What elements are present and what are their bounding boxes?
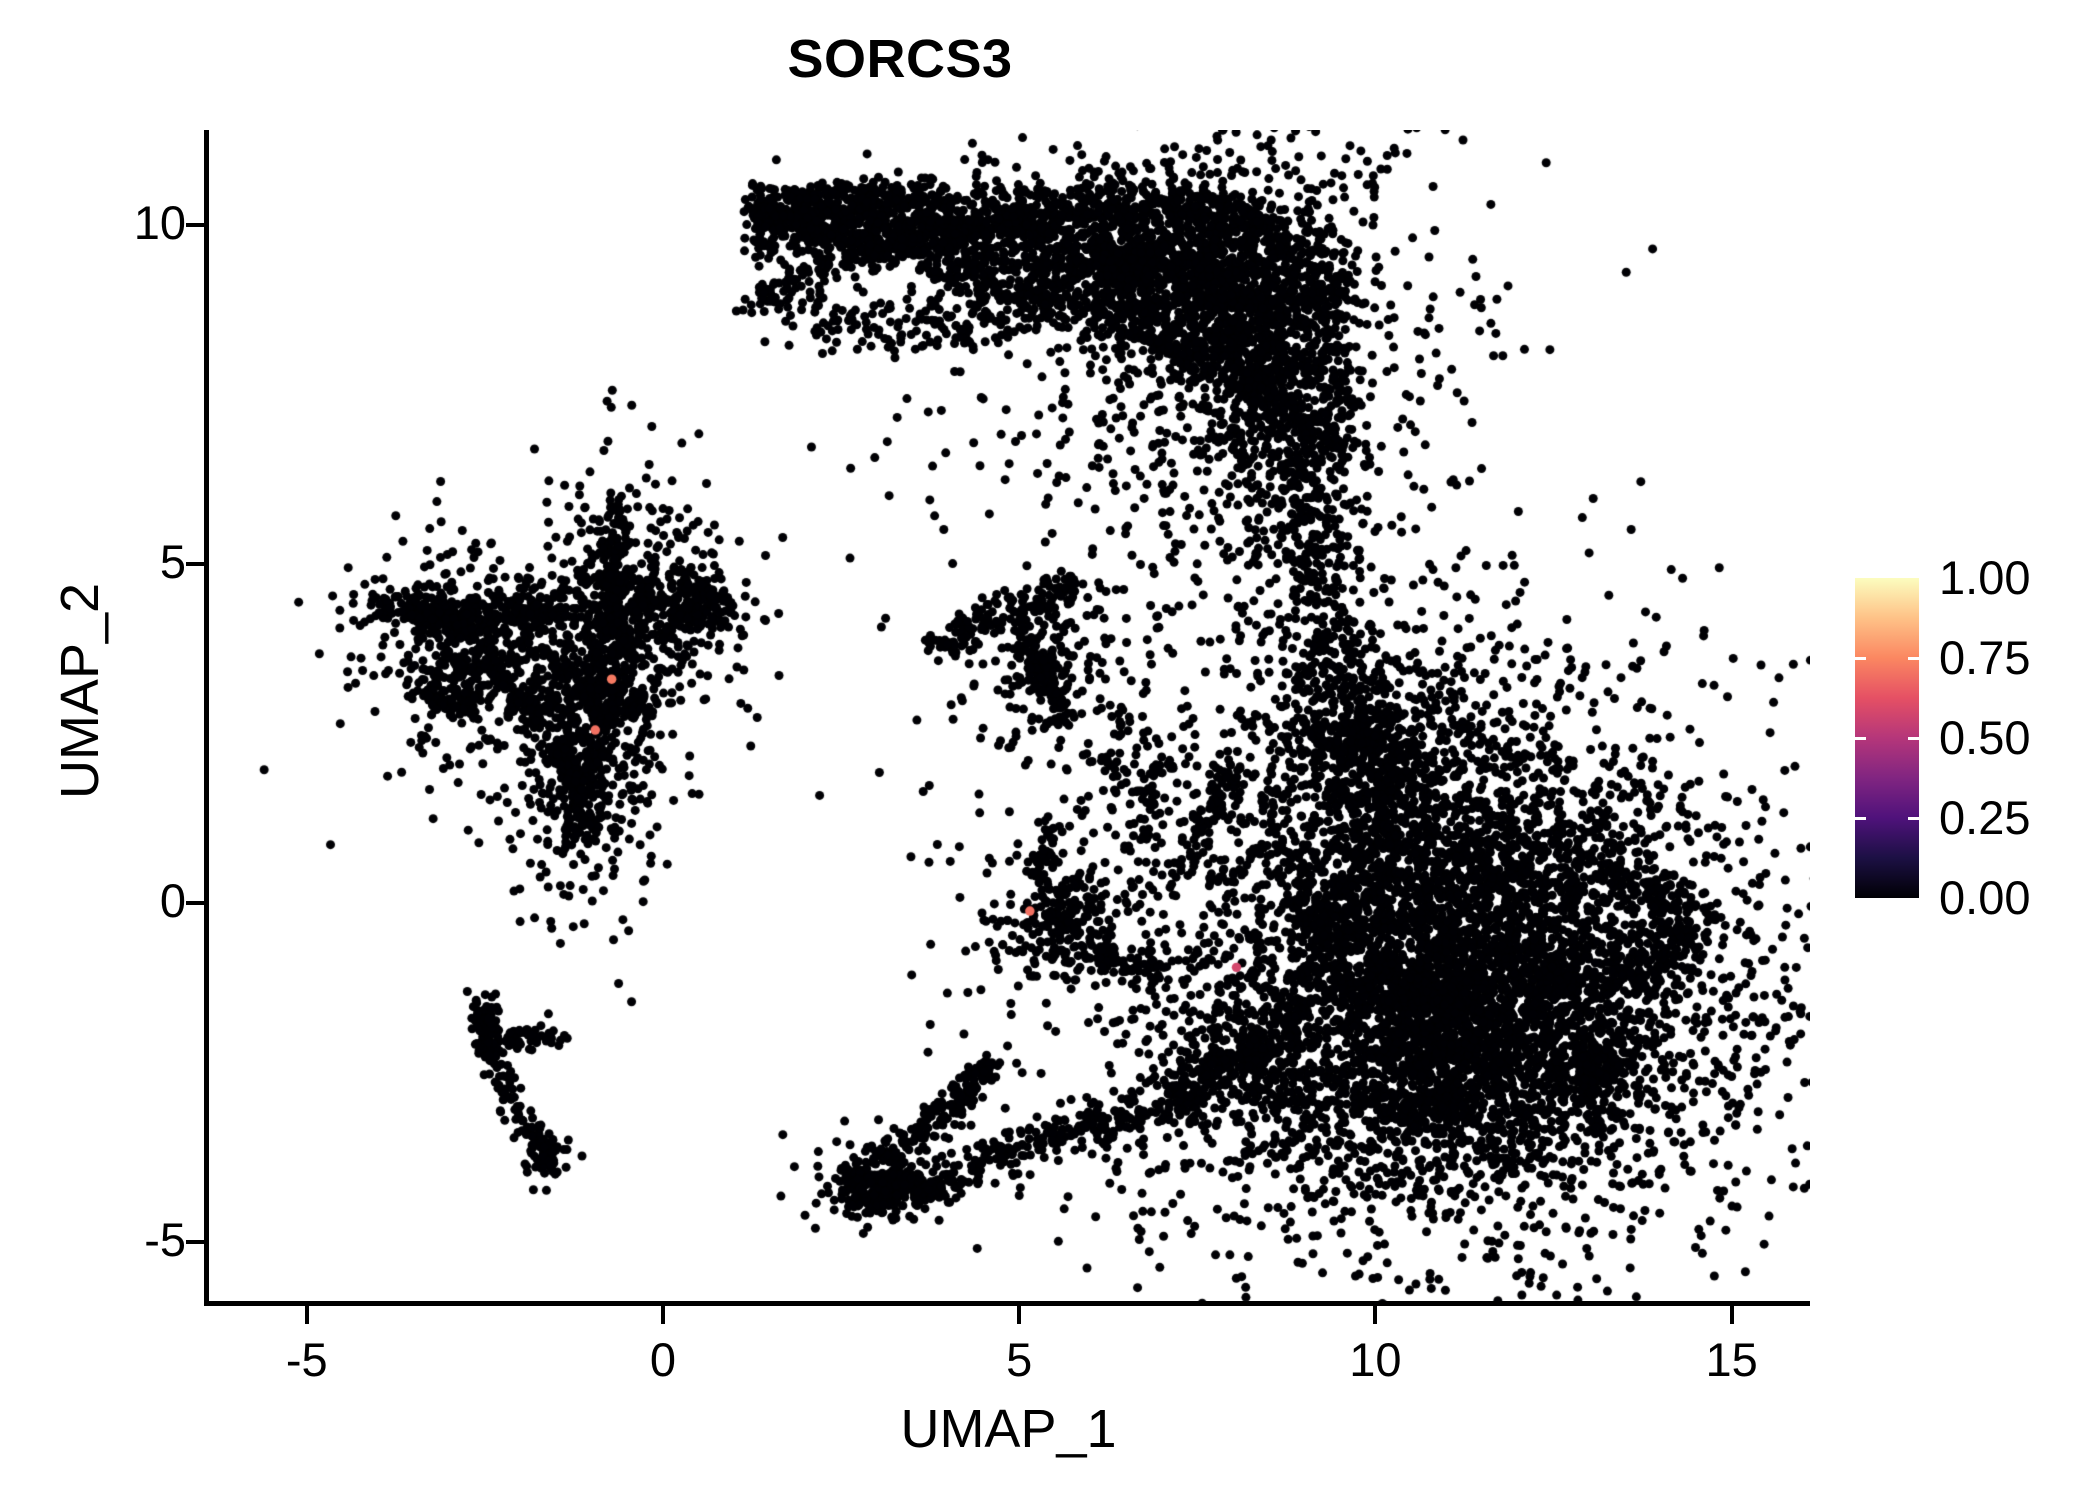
x-tick-label: 5 xyxy=(1006,1333,1033,1386)
colorbar-gradient xyxy=(1855,578,1919,898)
y-tick-mark xyxy=(186,900,204,905)
plot-panel xyxy=(207,130,1810,1303)
y-tick-label: 10 xyxy=(133,195,186,249)
y-tick-mark xyxy=(186,561,204,566)
colorbar-tick-label: 0.75 xyxy=(1939,631,2031,684)
colorbar-legend: 1.00 0.75 0.50 0.25 0.00 xyxy=(1855,554,2085,921)
colorbar-tick-label: 1.00 xyxy=(1939,551,2031,604)
x-axis-label: UMAP_1 xyxy=(900,1399,1117,1459)
y-axis-label: UMAP_2 xyxy=(50,582,110,800)
x-tick-label: 10 xyxy=(1349,1333,1402,1386)
y-tick-label: 0 xyxy=(159,873,186,927)
colorbar-tick-label: 0.25 xyxy=(1939,791,2031,844)
page-title: SORCS3 xyxy=(787,29,1013,89)
colorbar-tick xyxy=(1908,816,1919,820)
colorbar-tick-label: 0.50 xyxy=(1939,711,2031,764)
x-tick-mark xyxy=(1373,1306,1378,1324)
x-tick-mark xyxy=(660,1306,665,1324)
y-tick-mark xyxy=(186,1239,204,1244)
colorbar-tick xyxy=(1855,736,1866,740)
y-tick-label: -5 xyxy=(144,1212,186,1266)
x-tick-mark xyxy=(1017,1306,1022,1324)
x-tick-mark xyxy=(304,1306,309,1324)
y-axis-line xyxy=(204,130,209,1306)
colorbar-tick xyxy=(1855,656,1866,660)
scatter-canvas xyxy=(207,130,1810,1303)
x-axis-line xyxy=(204,1301,1810,1306)
colorbar-tick-label: 0.00 xyxy=(1939,871,2031,924)
y-tick-mark xyxy=(186,222,204,227)
colorbar-tick xyxy=(1908,656,1919,660)
x-tick-label: -5 xyxy=(285,1333,328,1386)
x-tick-label: 15 xyxy=(1705,1333,1758,1386)
y-tick-label: 5 xyxy=(159,534,186,588)
colorbar-tick xyxy=(1855,816,1866,820)
x-tick-mark xyxy=(1729,1306,1734,1324)
colorbar-tick xyxy=(1908,736,1919,740)
x-tick-label: 0 xyxy=(649,1333,677,1386)
